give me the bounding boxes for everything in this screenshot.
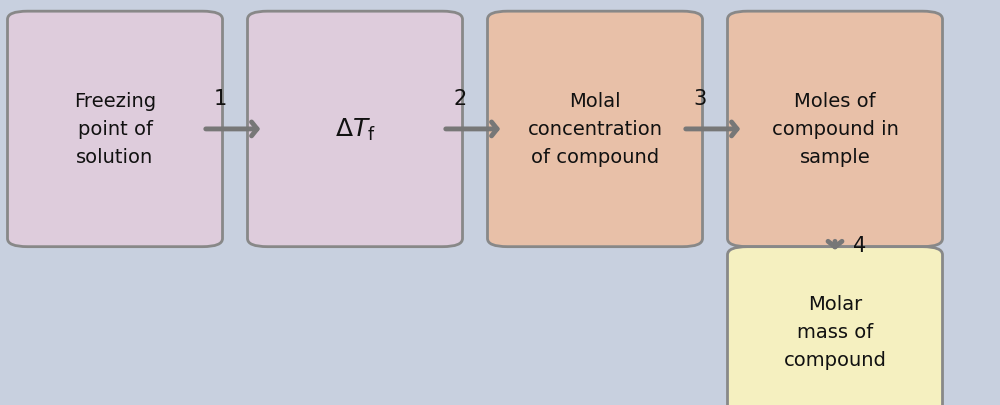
FancyBboxPatch shape [8,12,222,247]
FancyBboxPatch shape [727,247,942,405]
Text: Freezing
point of
solution: Freezing point of solution [74,92,156,167]
Text: 4: 4 [853,235,867,255]
Text: $\Delta T_\mathrm{f}$: $\Delta T_\mathrm{f}$ [335,117,375,143]
FancyBboxPatch shape [727,12,942,247]
Text: Molar
mass of
compound: Molar mass of compound [784,295,886,369]
Text: Molal
concentration
of compound: Molal concentration of compound [528,92,662,167]
Text: 3: 3 [693,89,707,109]
FancyBboxPatch shape [487,12,702,247]
Text: Moles of
compound in
sample: Moles of compound in sample [772,92,898,167]
Text: 2: 2 [453,89,467,109]
FancyBboxPatch shape [247,12,462,247]
Text: 1: 1 [213,89,227,109]
